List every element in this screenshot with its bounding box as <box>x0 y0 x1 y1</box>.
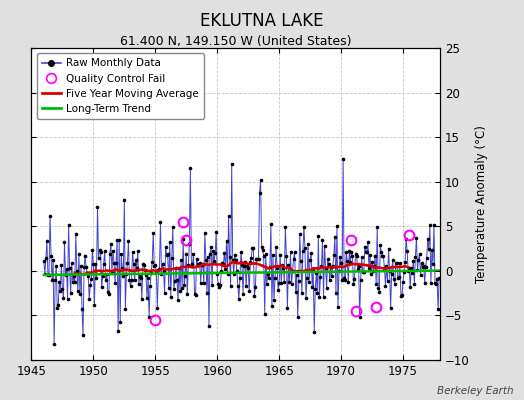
Title: 61.400 N, 149.150 W (United States): 61.400 N, 149.150 W (United States) <box>120 35 352 48</box>
Text: EKLUTNA LAKE: EKLUTNA LAKE <box>200 12 324 30</box>
Legend: Raw Monthly Data, Quality Control Fail, Five Year Moving Average, Long-Term Tren: Raw Monthly Data, Quality Control Fail, … <box>37 53 204 119</box>
Y-axis label: Temperature Anomaly (°C): Temperature Anomaly (°C) <box>475 125 488 283</box>
Text: Berkeley Earth: Berkeley Earth <box>437 386 514 396</box>
